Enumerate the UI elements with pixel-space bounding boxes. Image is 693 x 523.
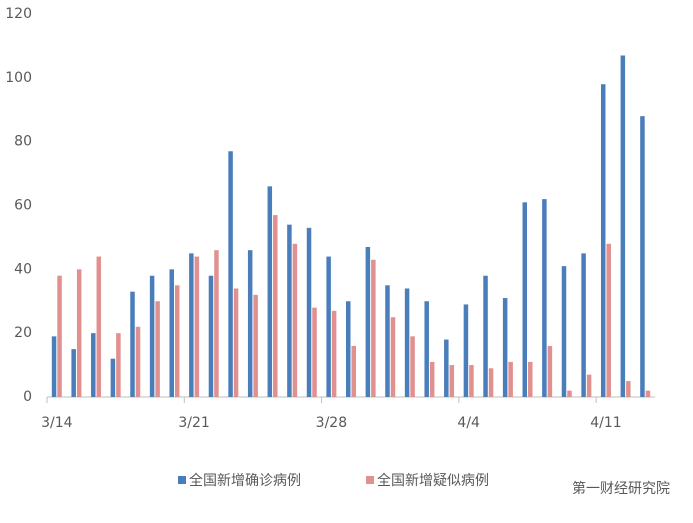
bar [626,381,631,397]
bar [351,345,356,397]
x-tick-label: 4/11 [590,415,621,431]
y-tick-label: 80 [14,134,32,150]
bar [194,256,200,397]
bar [561,266,567,397]
x-tick-label: 3/21 [178,415,209,431]
bar [287,224,292,397]
bar [247,250,253,397]
bar [91,333,96,397]
bar [96,256,102,397]
y-tick-label: 0 [23,389,32,405]
bar [273,215,278,397]
y-tick-label: 60 [14,198,32,214]
bar [586,374,592,397]
legend-label: 全国新增疑似病例 [377,472,489,489]
bar [71,349,76,397]
bar [449,365,455,397]
bar [424,301,429,397]
y-tick-label: 40 [14,261,32,277]
bar [508,361,513,397]
bar [116,333,121,397]
bar [135,326,141,397]
watermark: 第一财经研究院 [572,480,670,497]
x-tick-label: 4/4 [457,415,480,431]
legend-swatch [366,476,374,484]
bar [253,294,258,397]
bar [228,151,233,397]
bar [444,339,449,397]
bar [429,361,435,397]
bar [488,368,494,397]
bar [326,256,331,397]
bar [130,291,135,397]
bar [542,199,547,397]
bar [110,358,116,397]
bar [365,246,371,397]
bar [331,310,337,397]
bar [502,298,508,397]
bar [463,304,469,397]
x-tick-label: 3/28 [316,415,347,431]
y-tick-label: 20 [14,325,32,341]
x-tick-label: 3/14 [41,415,73,431]
bar [312,307,317,397]
bar [581,253,586,397]
bar [410,336,415,397]
bar [606,243,611,397]
bar [620,55,626,397]
bar [371,259,376,397]
bar [385,285,390,397]
bar [76,269,82,397]
bar [233,288,239,397]
legend-label: 全国新增确诊病例 [189,472,301,489]
bar [483,275,488,397]
bar [306,227,312,397]
bar [174,285,180,397]
y-tick-label: 120 [5,6,32,22]
bar [292,243,298,397]
bar [155,301,160,397]
y-tick-label: 100 [5,70,32,86]
bar [169,269,174,397]
bar [267,186,273,397]
bar [528,361,533,397]
bar [189,253,194,397]
bar [51,336,57,397]
bar [149,275,155,397]
bar [600,84,606,397]
bar [522,202,528,397]
bar [640,116,645,397]
bar [645,390,651,397]
bar [208,275,214,397]
bar [390,317,396,397]
bar [567,390,572,397]
legend-swatch [178,476,186,484]
bar [214,250,219,397]
bar [346,301,351,397]
bar [547,345,553,397]
bar [57,275,62,397]
bar [404,288,410,397]
bar [469,365,474,397]
